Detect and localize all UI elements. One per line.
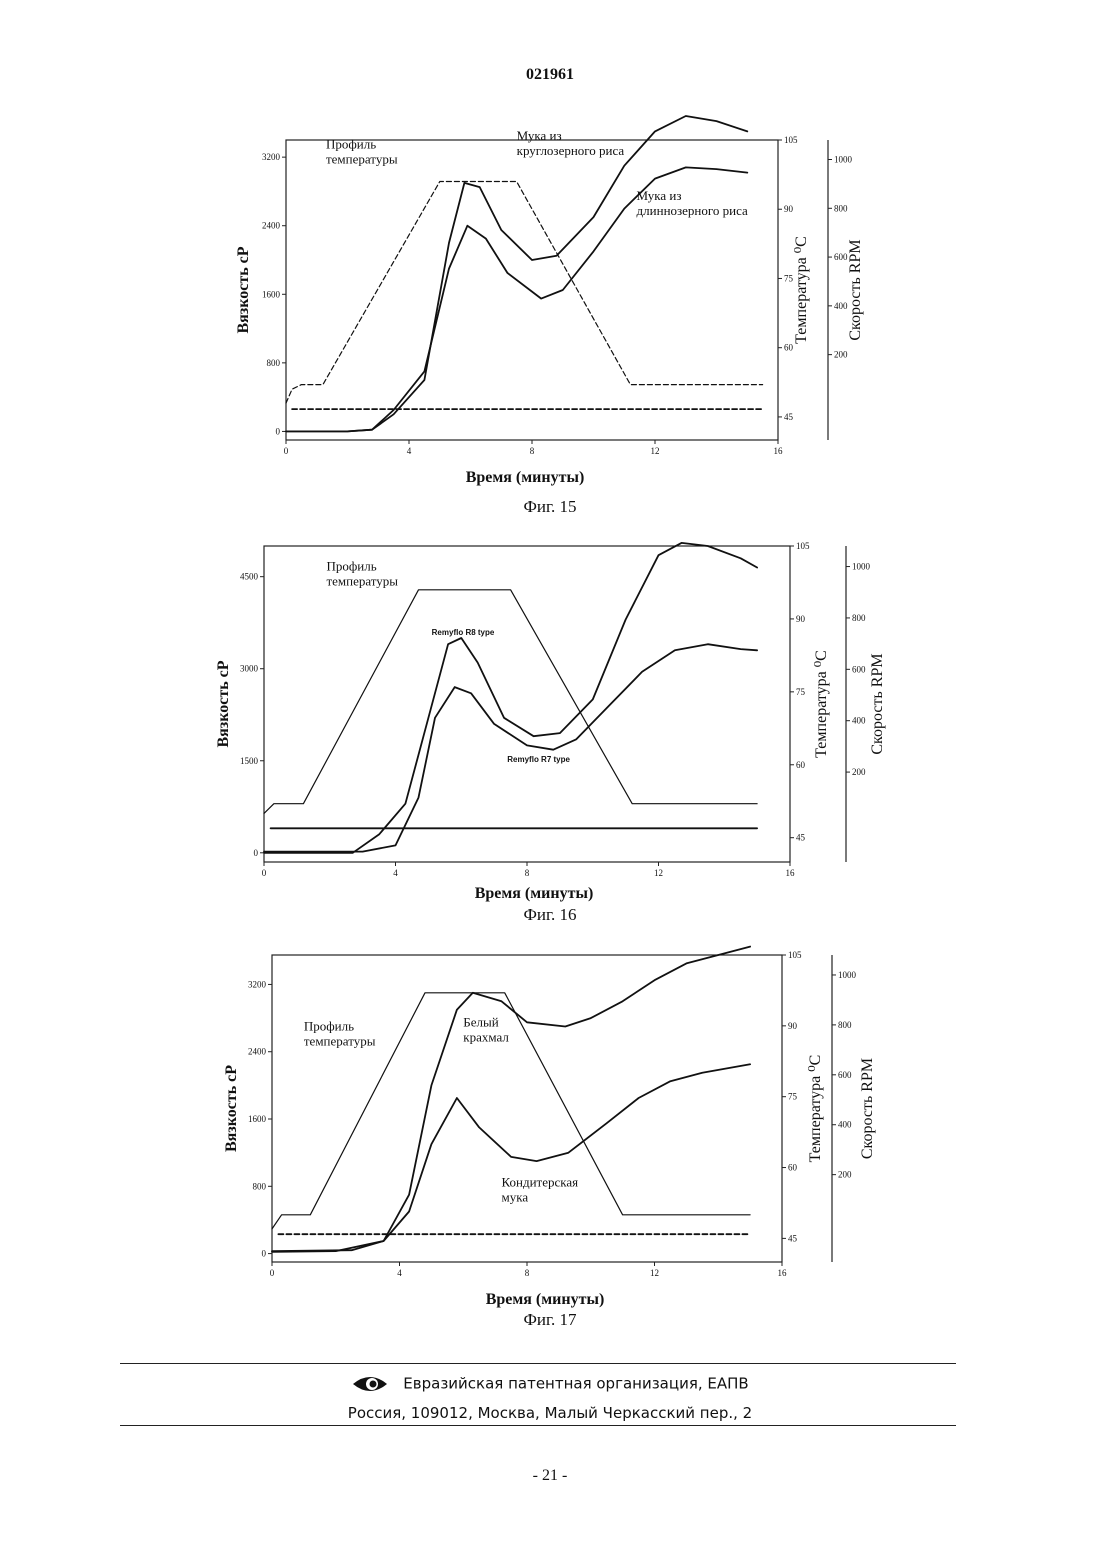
series-line xyxy=(272,1064,750,1251)
rpm-axis-label: Скорость RPM xyxy=(859,1058,876,1159)
temp-tick-label: 45 xyxy=(788,1233,798,1243)
rpm-tick-label: 400 xyxy=(838,1120,852,1130)
plot-frame xyxy=(272,955,782,1262)
x-tick-label: 0 xyxy=(270,1268,275,1278)
temp-tick-label: 60 xyxy=(788,1163,798,1173)
footer-org: Евразийская патентная организация, ЕАПВ xyxy=(0,1373,1100,1395)
temp-tick-label: 75 xyxy=(788,1092,798,1102)
y-tick-label: 800 xyxy=(253,1181,267,1191)
x-tick-label: 16 xyxy=(778,1268,788,1278)
x-tick-label: 4 xyxy=(397,1268,402,1278)
x-tick-label: 12 xyxy=(650,1268,659,1278)
footer-org-text: Евразийская патентная организация, ЕАПВ xyxy=(403,1375,748,1393)
y-tick-label: 3200 xyxy=(248,979,267,989)
x-axis-label: Время (минуты) xyxy=(486,1291,605,1308)
temp-tick-label: 90 xyxy=(788,1021,798,1031)
rpm-tick-label: 1000 xyxy=(838,970,857,980)
figure-17-caption: Фиг. 17 xyxy=(0,1310,1100,1330)
eapo-eye-logo-icon xyxy=(351,1373,389,1395)
series-line xyxy=(272,947,750,1252)
footer-divider-top xyxy=(120,1363,956,1364)
chart-annotation: Белыйкрахмал xyxy=(463,1014,509,1044)
y-axis-label: Вязкость сР xyxy=(223,1065,240,1152)
temp-tick-label: 105 xyxy=(788,950,802,960)
chart-annotation: Кондитерскаямука xyxy=(502,1174,579,1204)
rpm-tick-label: 800 xyxy=(838,1020,852,1030)
y-tick-label: 0 xyxy=(262,1249,267,1259)
x-tick-label: 8 xyxy=(525,1268,530,1278)
y-tick-label: 2400 xyxy=(248,1047,267,1057)
figure-17-chart: 0 4 8 12 16 0 800 1600 2400 3200 45 60 75 90 105 200 400… xyxy=(0,0,1100,1330)
footer-address: Россия, 109012, Москва, Малый Черкасский… xyxy=(0,1404,1100,1422)
footer-divider-bottom xyxy=(120,1425,956,1426)
rpm-tick-label: 600 xyxy=(838,1070,852,1080)
chart-annotation: Профильтемпературы xyxy=(304,1019,376,1049)
page-number-bottom: - 21 - xyxy=(0,1467,1100,1485)
temperature-axis-label: Температура ⁰С xyxy=(807,1055,824,1163)
y-tick-label: 1600 xyxy=(248,1114,267,1124)
rpm-tick-label: 200 xyxy=(838,1170,852,1180)
